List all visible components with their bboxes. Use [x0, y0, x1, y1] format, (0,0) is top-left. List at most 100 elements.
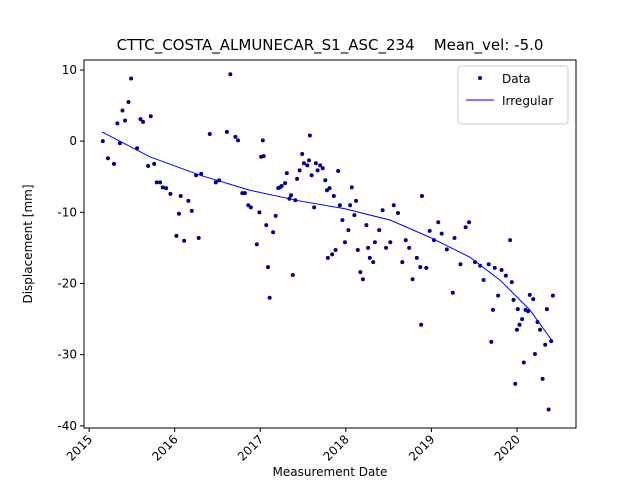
data-point [186, 198, 191, 203]
data-point [538, 327, 543, 332]
data-point [535, 319, 540, 324]
data-point [105, 156, 110, 161]
data-point [111, 161, 116, 166]
data-point [233, 134, 238, 139]
data-point [330, 252, 335, 257]
data-point [242, 191, 247, 196]
data-point [424, 265, 429, 270]
data-point [289, 193, 294, 198]
data-point [444, 247, 449, 252]
data-point [228, 72, 233, 77]
data-point [546, 407, 551, 412]
data-point [100, 139, 105, 144]
data-point [543, 342, 548, 347]
data-point [340, 218, 345, 223]
data-point [348, 203, 353, 208]
data-point [473, 260, 478, 265]
data-point [152, 161, 157, 166]
data-point [312, 205, 317, 210]
data-point [532, 351, 537, 356]
data-point [372, 240, 377, 245]
data-point [126, 99, 131, 104]
data-point [452, 235, 457, 240]
data-point [544, 307, 549, 312]
data-point [508, 238, 513, 243]
data-point [355, 248, 360, 253]
data-point [279, 183, 284, 188]
data-point [513, 381, 518, 386]
data-point [189, 208, 194, 213]
data-point [138, 117, 143, 122]
data-point [224, 129, 229, 134]
data-point [120, 108, 125, 113]
data-point [207, 132, 212, 137]
data-point [450, 290, 455, 295]
data-point [265, 265, 270, 270]
data-point [371, 260, 376, 265]
data-point [248, 205, 253, 210]
data-point [400, 260, 405, 265]
data-point [527, 292, 532, 297]
data-point [550, 293, 555, 298]
y-tick-label: -20 [57, 277, 77, 291]
data-point [176, 211, 181, 216]
data-point [148, 114, 153, 119]
data-point [318, 163, 323, 168]
data-point [364, 223, 369, 228]
data-point [336, 169, 341, 174]
y-axis-label: Displacement [mm] [21, 184, 35, 303]
data-point [301, 161, 306, 166]
data-point [489, 339, 494, 344]
data-point [297, 168, 302, 173]
data-point [496, 293, 501, 298]
data-point [366, 245, 371, 250]
data-point [315, 168, 320, 173]
data-point [499, 267, 504, 272]
y-tick-label: 0 [69, 134, 77, 148]
data-point [503, 273, 508, 278]
data-point [174, 233, 179, 238]
y-tick-label: -10 [57, 205, 77, 219]
data-point [352, 213, 357, 218]
data-point [254, 242, 259, 247]
data-point [123, 118, 128, 123]
data-point [307, 158, 312, 163]
data-point [403, 238, 408, 243]
data-point [515, 307, 520, 312]
data-point [407, 245, 412, 250]
data-point [325, 255, 330, 260]
data-point [295, 176, 300, 181]
data-point [115, 121, 120, 126]
y-tick-label: -30 [57, 348, 77, 362]
data-point [520, 317, 525, 322]
data-point [283, 181, 288, 186]
data-point [313, 161, 318, 166]
data-point [129, 76, 134, 81]
legend-label: Irregular [502, 94, 553, 108]
data-point [367, 255, 372, 260]
y-tick-label: 10 [62, 63, 77, 77]
data-point [384, 245, 389, 250]
data-point [146, 164, 151, 169]
x-axis-label: Measurement Date [273, 465, 388, 479]
data-point [491, 307, 496, 312]
data-point [349, 185, 354, 190]
data-point [380, 208, 385, 213]
data-point [264, 223, 269, 228]
plot-area [83, 59, 577, 429]
data-point [391, 203, 396, 208]
data-point [284, 171, 289, 176]
data-point [333, 248, 338, 253]
data-point [323, 178, 328, 183]
data-point [290, 272, 295, 277]
data-point [396, 211, 401, 216]
data-point [514, 327, 519, 332]
data-point [377, 228, 382, 233]
trend-line [101, 131, 554, 343]
data-point [358, 270, 363, 275]
data-point [419, 322, 424, 327]
data-point [309, 173, 314, 178]
data-point [300, 151, 305, 156]
